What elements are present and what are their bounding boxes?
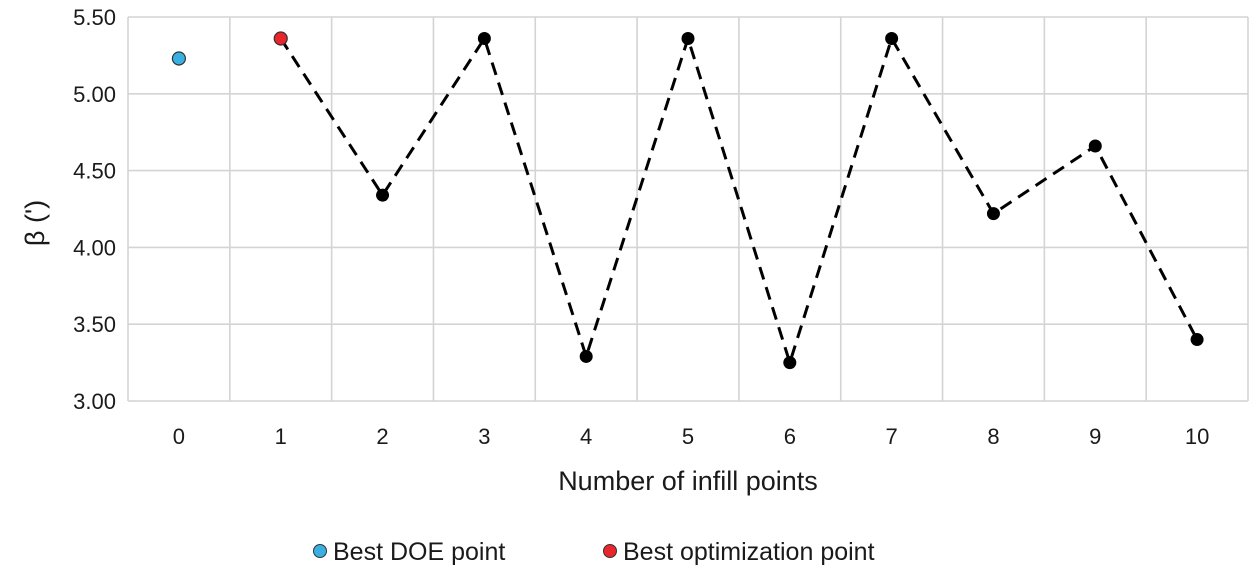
series-layer	[274, 32, 1204, 370]
data-point	[885, 32, 899, 46]
x-tick-label: 5	[682, 424, 694, 449]
x-tick-label: 1	[275, 424, 287, 449]
x-tick-label: 3	[478, 424, 490, 449]
x-axis-title: Number of infill points	[558, 466, 818, 496]
y-tick-label: 5.50	[73, 5, 116, 30]
data-point	[1190, 333, 1204, 347]
data-point	[1088, 139, 1102, 153]
y-axis-ticks: 3.00 3.50 4.00 4.50 5.00 5.50	[73, 5, 116, 414]
legend-marker-best-doe	[313, 544, 327, 558]
highlight-point	[171, 51, 187, 66]
highlight-point	[273, 31, 288, 46]
grid	[127, 16, 1249, 402]
y-tick-label: 3.50	[73, 312, 116, 337]
legend-label-best-optimization: Best optimization point	[623, 538, 875, 566]
x-tick-label: 10	[1185, 424, 1209, 449]
y-tick-label: 3.00	[73, 389, 116, 414]
x-tick-label: 4	[580, 424, 592, 449]
x-tick-label: 6	[784, 424, 796, 449]
x-tick-label: 8	[987, 424, 999, 449]
x-axis-ticks: 0 1 2 3 4 5 6 7 8 9 10	[173, 424, 1210, 449]
y-tick-label: 5.00	[73, 82, 116, 107]
data-point	[986, 207, 1000, 221]
data-point	[783, 356, 797, 370]
x-tick-label: 2	[376, 424, 388, 449]
legend: Best DOE point Best optimization point	[313, 538, 875, 566]
legend-marker-best-optimization	[603, 544, 617, 558]
x-tick-label: 7	[886, 424, 898, 449]
y-tick-label: 4.00	[73, 235, 116, 260]
y-tick-label: 4.50	[73, 159, 116, 184]
data-point	[477, 32, 491, 46]
data-point	[579, 349, 593, 363]
series-line	[279, 33, 1199, 368]
x-tick-label: 9	[1089, 424, 1101, 449]
data-point	[681, 32, 695, 46]
legend-label-best-doe: Best DOE point	[333, 538, 505, 566]
data-point	[376, 188, 390, 202]
highlight-layer	[171, 31, 288, 66]
x-tick-label: 0	[173, 424, 185, 449]
y-axis-title: β (')	[20, 200, 50, 246]
